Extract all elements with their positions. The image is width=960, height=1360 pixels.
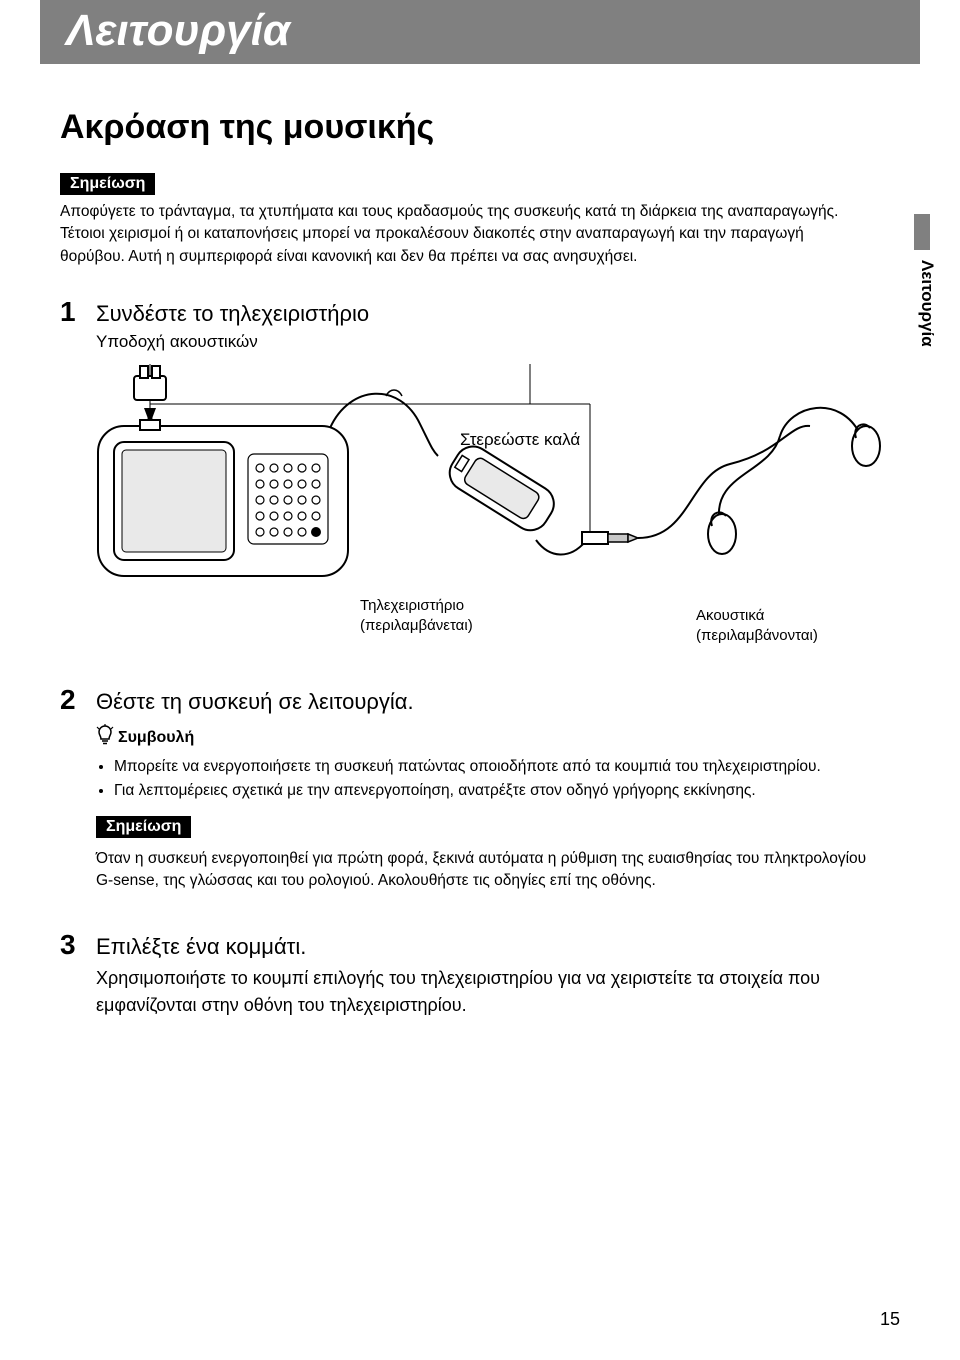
note2-text: Όταν η συσκευή ενεργοποιηθεί για πρώτη φ… <box>96 848 876 893</box>
step1-row: 1 Συνδέστε το τηλεχειριστήριο <box>60 296 900 328</box>
note2-label: Σημείωση <box>96 816 191 838</box>
step3-number: 3 <box>60 929 96 961</box>
tip-row: Συμβουλή <box>96 724 900 751</box>
page: Λειτουργία Λειτουργία Ακρόαση της μουσικ… <box>0 0 960 1360</box>
callout-hp-l2: (περιλαμβάνονται) <box>696 627 818 644</box>
step1-number: 1 <box>60 296 96 328</box>
step2-text: Θέστε τη συσκευή σε λειτουργία. <box>96 689 414 715</box>
callout-remote-l2: (περιλαμβάνεται) <box>360 617 473 634</box>
side-tab-marker <box>914 214 930 250</box>
callout-remote-l1: Τηλεχειριστήριο <box>360 597 464 614</box>
note1-text: Αποφύγετε το τράνταγμα, τα χτυπήματα και… <box>60 201 840 268</box>
page-number: 15 <box>880 1309 900 1330</box>
side-tab-text: Λειτουργία <box>917 260 937 347</box>
note2-block: Σημείωση <box>96 816 900 844</box>
header-bar: Λειτουργία <box>40 0 920 64</box>
step3-row: 3 Επιλέξτε ένα κομμάτι. <box>60 929 900 961</box>
step1-subleft: Υποδοχή ακουστικών <box>96 332 900 352</box>
tip-bullet-2: Για λεπτομέρειες σχετικά με την απενεργο… <box>114 779 900 802</box>
jack-plug-icon <box>582 532 638 544</box>
connection-diagram: Τηλεχειριστήριο (περιλαμβάνεται) Ακουστι… <box>90 364 910 674</box>
callout-hp-l1: Ακουστικά <box>696 607 764 624</box>
step3-text: Επιλέξτε ένα κομμάτι. <box>96 934 306 960</box>
remote-icon <box>443 440 561 537</box>
lightbulb-icon <box>96 724 114 751</box>
section-title: Ακρόαση της μουσικής <box>60 108 900 147</box>
headphones-icon <box>708 425 880 555</box>
step2-number: 2 <box>60 684 96 716</box>
tip-bullets: Μπορείτε να ενεργοποιήσετε τη συσκευή πα… <box>96 755 900 802</box>
step3-body: Χρησιμοποιήστε το κουμπί επιλογής του τη… <box>96 965 876 1019</box>
step2-row: 2 Θέστε τη συσκευή σε λειτουργία. <box>60 684 900 716</box>
tip-label: Συμβουλή <box>118 729 194 747</box>
device-icon <box>98 420 348 576</box>
callout-remote: Τηλεχειριστήριο (περιλαμβάνεται) <box>360 596 473 635</box>
tip-bullet-1: Μπορείτε να ενεργοποιήσετε τη συσκευή πα… <box>114 755 900 778</box>
step1-text: Συνδέστε το τηλεχειριστήριο <box>96 301 369 327</box>
note-label: Σημείωση <box>60 173 155 195</box>
header-title: Λειτουργία <box>66 6 290 55</box>
callout-headphones: Ακουστικά (περιλαμβάνονται) <box>696 606 818 645</box>
